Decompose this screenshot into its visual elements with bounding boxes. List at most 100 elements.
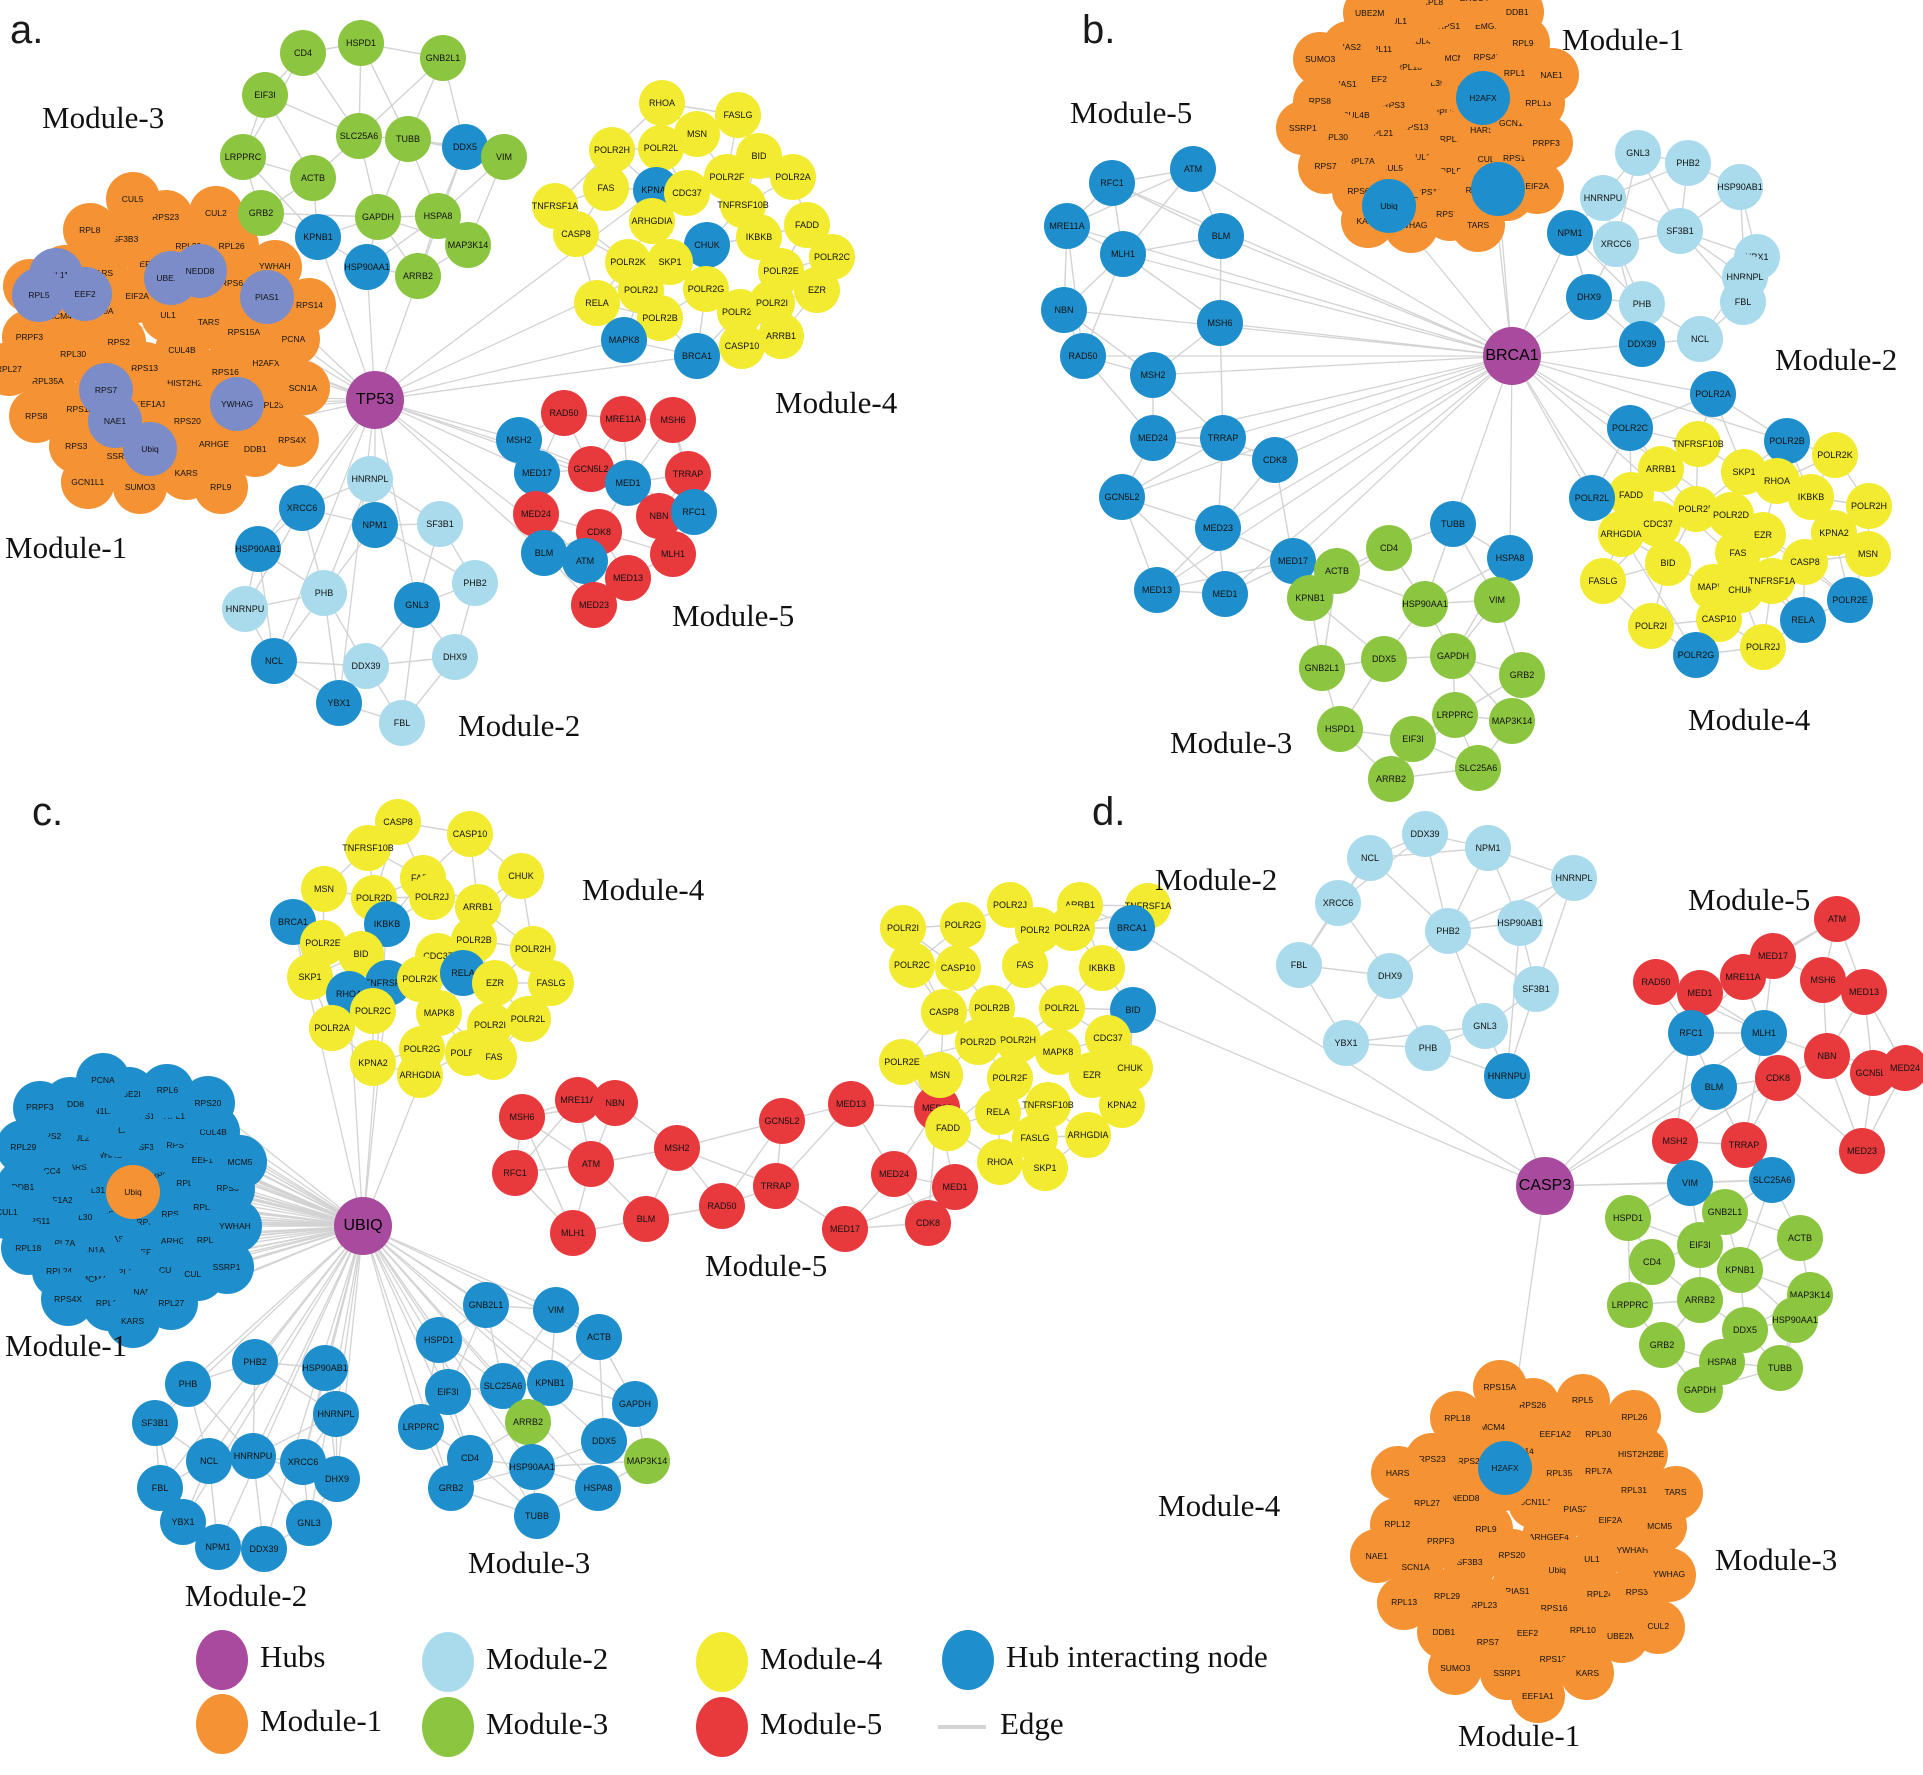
node-med24: MED24 <box>513 491 559 537</box>
node-rhoa: RHOA <box>639 80 685 126</box>
node-rps4x: RPS4X <box>41 1272 96 1327</box>
node-hsp90aa1: HSP90AA1 <box>1772 1297 1818 1343</box>
node-ddx39: DDX39 <box>241 1526 287 1572</box>
node-arrb2: ARRB2 <box>395 253 441 299</box>
node-prpf3: PRPF3 <box>12 1080 67 1135</box>
hub-node-brca1: BRCA1 <box>1483 327 1541 385</box>
node-phb: PHB <box>165 1361 211 1407</box>
node-rad50: RAD50 <box>541 390 587 436</box>
node-gnl3: GNL3 <box>1615 130 1661 176</box>
module-label-a-module-1: Module-1 <box>5 530 128 565</box>
node-fas: FAS <box>471 1034 517 1080</box>
node-polr2b: POLR2B <box>1764 418 1810 464</box>
node-ssrp1: SSRP1 <box>199 1239 254 1294</box>
node-polr2b: POLR2B <box>637 295 683 341</box>
node-msn: MSN <box>1845 531 1891 577</box>
node-blm: BLM <box>1691 1064 1737 1110</box>
node-cul2: CUL2 <box>188 185 243 240</box>
node-fas: FAS <box>583 165 629 211</box>
node-med17: MED17 <box>822 1206 868 1252</box>
node-rpl26: RPL26 <box>1607 1389 1662 1444</box>
node-sf3b1: SF3B1 <box>417 501 463 547</box>
module-label-d-module-2: Module-2 <box>1155 862 1278 897</box>
node-dhx9: DHX9 <box>1367 953 1413 999</box>
node-cd4: CD4 <box>280 30 326 76</box>
legend-swatch-module-3 <box>422 1697 474 1757</box>
node-sf3b1: SF3B1 <box>1657 208 1703 254</box>
node-nbn: NBN <box>1804 1033 1850 1079</box>
legend-swatch-module-5 <box>696 1697 748 1757</box>
node-slc25a6: SLC25A6 <box>1749 1157 1795 1203</box>
node-skp1: SKP1 <box>287 954 333 1000</box>
node-hnrnpl: HNRNPL <box>313 1391 359 1437</box>
node-kars: KARS <box>105 1294 160 1349</box>
node-h2afx: H2AFX <box>1478 1441 1532 1495</box>
node-atm: ATM <box>562 538 608 584</box>
node-mre11a: MRE11A <box>600 396 646 442</box>
node-med13: MED13 <box>1134 567 1180 613</box>
node-ssrp1: SSRP1 <box>1275 101 1330 156</box>
node-ywhag: YWHAG <box>1642 1547 1697 1602</box>
node-polr2l: POLR2L <box>1569 475 1615 521</box>
module-label-c-module-4: Module-4 <box>582 872 705 907</box>
node-hnrnpl: HNRNPL <box>1551 855 1597 901</box>
node-cd4: CD4 <box>1629 1239 1675 1285</box>
node-hnrnpu: HNRNPU <box>230 1433 276 1479</box>
legend-label-module-1: Module-1 <box>260 1703 383 1738</box>
node-trrap: TRRAP <box>1200 415 1246 461</box>
node-med23: MED23 <box>1195 505 1241 551</box>
node-polr2g: POLR2G <box>940 902 986 948</box>
node-bid: BID <box>1645 540 1691 586</box>
node-med1: MED1 <box>1677 970 1723 1016</box>
node-hspa8: HSPA8 <box>575 1465 621 1511</box>
node-gnb2l1: GNB2L1 <box>1299 645 1345 691</box>
node-sumo3: SUMO3 <box>1293 31 1348 86</box>
node-rpl5: RPL5 <box>12 268 66 322</box>
node-skp1: SKP1 <box>1022 1145 1068 1191</box>
node-mlh1: MLH1 <box>550 1210 596 1256</box>
node-grb2: GRB2 <box>428 1465 474 1511</box>
module-label-c-module-3: Module-3 <box>468 1545 591 1580</box>
node-polr2i: POLR2I <box>1628 603 1674 649</box>
node-arhgdia: ARHGDIA <box>1065 1112 1111 1158</box>
node-mlh1: MLH1 <box>1100 231 1146 277</box>
node-eef2: EEF2 <box>58 267 112 321</box>
node-xrcc6: XRCC6 <box>280 1439 326 1485</box>
node-unlabeled <box>1471 162 1525 216</box>
node-actb: ACTB <box>290 155 336 201</box>
module-label-b-module-3: Module-3 <box>1170 725 1293 760</box>
node-hspd1: HSPD1 <box>1605 1195 1651 1241</box>
node-rfc1: RFC1 <box>671 489 717 535</box>
node-polr2c: POLR2C <box>350 988 396 1034</box>
node-kars: KARS <box>1560 1646 1615 1701</box>
legend-swatch-module-1 <box>196 1694 248 1754</box>
node-mapk8: MAPK8 <box>601 317 647 363</box>
node-tubb: TUBB <box>514 1493 560 1539</box>
module-label-c-module-5: Module-5 <box>705 1248 828 1283</box>
node-kpnb1: KPNB1 <box>1287 575 1333 621</box>
node-casp10: CASP10 <box>935 945 981 991</box>
node-tubb: TUBB <box>1430 501 1476 547</box>
node-eif3i: EIF3I <box>1677 1222 1723 1268</box>
node-fbl: FBL <box>379 700 425 746</box>
node-rpl8: RPL8 <box>62 203 117 258</box>
node-msh6: MSH6 <box>1197 300 1243 346</box>
module-label-c-module-2: Module-2 <box>185 1578 308 1613</box>
node-map3k14: MAP3K14 <box>1489 698 1535 744</box>
node-ddx39: DDX39 <box>343 643 389 689</box>
node-med17: MED17 <box>514 450 560 496</box>
hub-node-casp3: CASP3 <box>1516 1157 1574 1215</box>
module-label-d-module-3: Module-3 <box>1715 1542 1838 1577</box>
module-label-b-module-1: Module-1 <box>1562 22 1685 57</box>
node-rps20: RPS20 <box>180 1076 235 1131</box>
node-kpnb1: KPNB1 <box>527 1360 573 1406</box>
node-rps8: RPS8 <box>9 389 64 444</box>
node-phb2: PHB2 <box>1665 140 1711 186</box>
node-rpl5: RPL5 <box>1555 1373 1610 1428</box>
node-ncl: NCL <box>1347 835 1393 881</box>
node-nedd8: NEDD8 <box>173 244 227 298</box>
node-gapdh: GAPDH <box>612 1381 658 1427</box>
node-hsp90ab1: HSP90AB1 <box>1497 900 1543 946</box>
node-ncl: NCL <box>251 638 297 684</box>
node-rpl13: RPL13 <box>1377 1575 1432 1630</box>
